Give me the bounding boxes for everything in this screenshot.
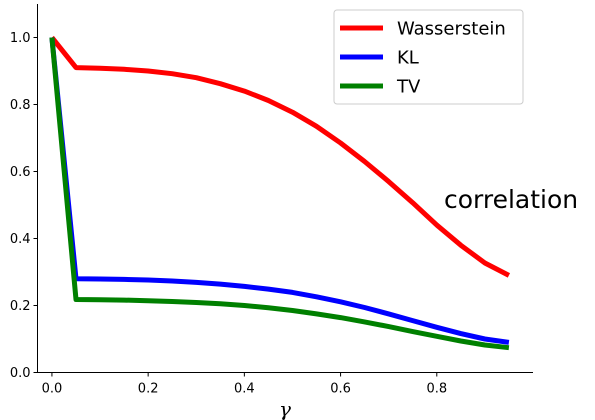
- x-tick-label: 0.4: [234, 382, 255, 397]
- x-ticks: 0.0 0.2 0.4 0.6 0.8: [42, 372, 447, 397]
- y-tick-label: 0.6: [10, 165, 31, 180]
- y-tick-label: 0.4: [10, 232, 31, 247]
- y-tick-label: 0.2: [10, 299, 31, 314]
- x-tick-label: 0.0: [42, 382, 63, 397]
- y-tick-label: 0.0: [10, 366, 31, 381]
- series-lines: [49, 35, 511, 351]
- x-tick-label: 0.8: [426, 382, 447, 397]
- correlation-annotation: correlation: [444, 185, 578, 214]
- legend-label-tv: TV: [396, 77, 421, 98]
- series-line-wasserstein: [49, 35, 511, 278]
- legend-frame: [333, 9, 524, 105]
- axes: [37, 4, 533, 373]
- x-tick-label: 0.6: [330, 382, 351, 397]
- series-line-tv: [49, 37, 510, 351]
- legend-label-kl: KL: [397, 48, 419, 69]
- legend: Wasserstein KL TV: [333, 9, 524, 105]
- x-axis-label: γ: [279, 397, 291, 420]
- y-tick-label: 0.8: [10, 98, 31, 113]
- y-tick-label: 1.0: [10, 31, 31, 46]
- series-line-kl: [49, 37, 510, 345]
- x-tick-label: 0.2: [138, 382, 159, 397]
- y-ticks: 0.0 0.2 0.4 0.6 0.8 1.0: [10, 31, 38, 381]
- legend-label-wasserstein: Wasserstein: [397, 19, 506, 40]
